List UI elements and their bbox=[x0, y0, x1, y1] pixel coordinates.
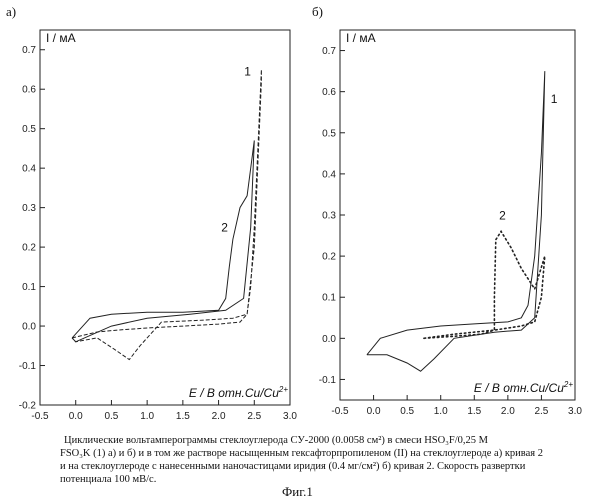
x-tick-label: 3.0 bbox=[568, 406, 582, 417]
x-tick-label: 0.5 bbox=[104, 411, 118, 422]
figure-caption: Циклические вольтамперограммы стеклоугле… bbox=[60, 434, 580, 486]
y-tick-label: 0.1 bbox=[22, 282, 36, 293]
y-tick-label: 0.2 bbox=[322, 252, 336, 263]
curve-annotation: 2 bbox=[499, 208, 506, 222]
figure-label: Фиг.1 bbox=[282, 484, 313, 500]
caption-line-4: потенциала 100 мВ/с. bbox=[60, 473, 580, 486]
x-tick-label: -0.5 bbox=[331, 406, 349, 417]
series-curve-2 bbox=[424, 231, 545, 338]
panel-a-chart: -0.5 0.0 0.5 1.0 1.5 2.0 2.5 3.0 -0.2 -0.1 0.0 0.1 0… bbox=[19, 30, 298, 422]
panel-b-chart: -0.5 0.0 0.5 1.0 1.5 2.0 2.5 3.0 -0.1 0.0 0.1 0.2 0.… bbox=[319, 30, 583, 417]
y-axis-label: I / мА bbox=[346, 31, 376, 45]
y-tick-label: 0.3 bbox=[22, 203, 36, 214]
plot-frame bbox=[40, 30, 290, 405]
y-tick-label: 0.4 bbox=[22, 164, 36, 175]
caption-line-1: Циклические вольтамперограммы стеклоугле… bbox=[60, 434, 580, 447]
y-tick-label: 0.7 bbox=[322, 46, 336, 57]
y-tick-label: 0.5 bbox=[322, 128, 336, 139]
y-tick-label: -0.1 bbox=[319, 375, 337, 386]
y-tick-label: 0.3 bbox=[322, 211, 336, 222]
x-tick-label: 0.0 bbox=[69, 411, 83, 422]
caption-line-2: FSO₃K (1) а) и б) и в том же растворе на… bbox=[60, 447, 580, 460]
y-tick-label: 0.1 bbox=[322, 293, 336, 304]
y-tick-label: 0.6 bbox=[322, 87, 336, 98]
curve-annotation: 1 bbox=[244, 64, 251, 78]
caption-line-3: и на стеклоуглероде с нанесенными наноча… bbox=[60, 460, 580, 473]
x-tick-label: 1.5 bbox=[467, 406, 481, 417]
y-tick-label: 0.4 bbox=[322, 169, 336, 180]
y-tick-label: 0.7 bbox=[22, 45, 36, 56]
x-tick-label: 2.0 bbox=[501, 406, 515, 417]
y-tick-label: -0.1 bbox=[19, 361, 37, 372]
series-curve-2 bbox=[72, 141, 254, 342]
y-tick-label: -0.2 bbox=[19, 401, 37, 412]
x-tick-label: 2.5 bbox=[247, 411, 261, 422]
y-tick-label: 0.0 bbox=[22, 322, 36, 333]
x-tick-label: 0.5 bbox=[400, 406, 414, 417]
y-axis-label: I / мА bbox=[46, 31, 76, 45]
y-tick-label: 0.5 bbox=[22, 124, 36, 135]
x-tick-label: 1.0 bbox=[434, 406, 448, 417]
x-axis-label: E / В отн.Cu/Cu2+ bbox=[474, 380, 573, 395]
x-tick-label: 2.0 bbox=[212, 411, 226, 422]
y-tick-label: 0.2 bbox=[22, 243, 36, 254]
x-tick-label: 1.0 bbox=[140, 411, 154, 422]
y-tick-label: 0.6 bbox=[22, 85, 36, 96]
curve-annotation: 1 bbox=[551, 92, 558, 106]
x-tick-label: 3.0 bbox=[283, 411, 297, 422]
x-tick-label: 1.5 bbox=[176, 411, 190, 422]
x-tick-label: 0.0 bbox=[367, 406, 381, 417]
x-tick-label: 2.5 bbox=[534, 406, 548, 417]
curve-annotation: 2 bbox=[221, 220, 228, 234]
x-tick-label: -0.5 bbox=[31, 411, 49, 422]
x-axis-label: E / В отн.Cu/Cu2+ bbox=[189, 385, 288, 400]
y-tick-label: 0.0 bbox=[322, 334, 336, 345]
